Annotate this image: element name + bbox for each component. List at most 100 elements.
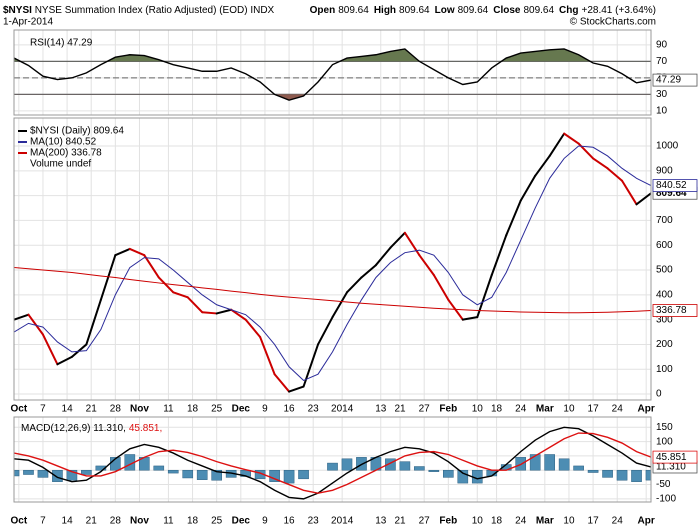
- x-tick-label: 7: [40, 516, 46, 527]
- histogram-bar: [52, 469, 63, 482]
- price-segment: [461, 316, 479, 321]
- y-tick-label: 90: [656, 39, 668, 50]
- price-segment: [621, 179, 638, 206]
- histogram-bar: [23, 469, 34, 475]
- y-tick-label: 10: [656, 106, 668, 117]
- x-tick-label: Apr: [638, 404, 655, 415]
- plot: [14, 132, 651, 393]
- y-tick-label: 0: [656, 389, 662, 400]
- quote: Open 809.64 High 809.64 Low 809.64 Close 809.64…: [310, 5, 656, 16]
- x-tick-label: Oct: [10, 516, 27, 527]
- series-line: [14, 267, 651, 314]
- x-tick-label: Nov: [130, 516, 149, 527]
- histogram-bar: [573, 465, 584, 471]
- price-segment: [99, 254, 117, 301]
- histogram-bar: [428, 469, 440, 472]
- last-value-label: 47.29: [656, 75, 681, 86]
- x-tick-label: 14: [62, 516, 74, 527]
- price-segment: [403, 231, 421, 257]
- x-tick-label: Nov: [130, 404, 149, 415]
- price-segment: [288, 385, 305, 393]
- price-segment: [186, 296, 204, 314]
- price-segment: [172, 291, 189, 299]
- y-tick-label: 30: [656, 89, 668, 100]
- x-tick-label: 24: [515, 404, 527, 415]
- legend-entry: MA(200) 336.78: [30, 148, 102, 159]
- histogram-bar: [457, 469, 469, 484]
- plot: [14, 426, 651, 500]
- histogram-bar: [602, 469, 613, 478]
- x-tick-label: 18: [491, 404, 503, 415]
- x-tick-label: Dec: [232, 516, 251, 527]
- price-segment: [606, 167, 624, 182]
- x-tick-label: 10: [472, 516, 484, 527]
- y-tick-label: 100: [656, 364, 673, 375]
- x-tick-label: 23: [308, 404, 320, 415]
- price-segment: [519, 174, 537, 202]
- x-tick-label: 25: [211, 516, 223, 527]
- price-segment: [56, 355, 73, 366]
- histogram-bar: [587, 469, 599, 473]
- quote-label: Low: [435, 5, 455, 16]
- price-segment: [128, 247, 146, 257]
- quote-label: Chg: [559, 5, 578, 16]
- panel: [14, 30, 651, 115]
- price-segment: [41, 333, 59, 366]
- symbol: $NYSI: [3, 5, 32, 16]
- quote-value: 809.64: [399, 5, 430, 16]
- histogram-bar: [327, 462, 338, 471]
- price-segment: [490, 234, 508, 276]
- x-tick-label: Apr: [638, 516, 655, 527]
- series-line: [14, 426, 651, 500]
- histogram-bar: [14, 469, 20, 477]
- x-tick-label: 18: [187, 404, 199, 415]
- quote-label: High: [374, 5, 396, 16]
- histogram-bar: [341, 458, 353, 471]
- last-value-label: 45.851: [656, 452, 687, 463]
- date: 1-Apr-2014: [3, 17, 53, 28]
- histogram-bar: [645, 469, 651, 481]
- x-tick-label: 13: [375, 404, 387, 415]
- price-segment: [534, 154, 551, 177]
- x-tick-label: 21: [394, 516, 406, 527]
- histogram-bar: [298, 469, 309, 480]
- price-segment: [548, 132, 566, 157]
- histogram-bar: [37, 469, 49, 478]
- y-tick-label: 700: [656, 215, 673, 226]
- price-segment: [85, 298, 102, 346]
- price-segment: [70, 343, 88, 358]
- panel: [14, 118, 651, 400]
- histogram-bar: [182, 469, 194, 479]
- price-segment: [143, 254, 160, 279]
- x-tick-label: 21: [86, 516, 98, 527]
- x-tick-label: 25: [211, 404, 223, 415]
- panel-frame: [13, 29, 652, 116]
- last-value-tag: [652, 304, 698, 317]
- legend-entry: MA(10) 840.52: [30, 137, 97, 148]
- price-segment: [27, 313, 44, 336]
- series-line: [14, 145, 651, 381]
- x-tick-label: 21: [394, 404, 406, 415]
- histogram-bar: [399, 461, 411, 471]
- price-segment: [374, 246, 392, 267]
- y-tick-label: 300: [656, 314, 673, 325]
- legend-entry: 45.851,: [129, 423, 162, 434]
- x-tick-label: Dec: [232, 404, 251, 415]
- y-tick-label: 70: [656, 56, 668, 67]
- x-tick-label: 18: [491, 516, 503, 527]
- price-segment: [114, 247, 131, 257]
- last-value-label: 11.310: [656, 462, 686, 473]
- legend-entry: RSI(14) 47.29: [30, 38, 93, 49]
- histogram-bar: [269, 469, 280, 482]
- price-segment: [389, 231, 406, 249]
- x-tick-label: 2014: [331, 404, 354, 415]
- y-tick-label: 400: [656, 289, 673, 300]
- x-tick-label: 14: [62, 404, 74, 415]
- x-tick-label: 17: [588, 404, 600, 415]
- x-tick-label: 24: [515, 516, 527, 527]
- y-tick-label: 100: [656, 436, 673, 447]
- header-title: $NYSI NYSE Summation Index (Ratio Adjust…: [3, 5, 275, 16]
- panel-frame: [13, 416, 652, 503]
- x-tick-label: 28: [110, 516, 122, 527]
